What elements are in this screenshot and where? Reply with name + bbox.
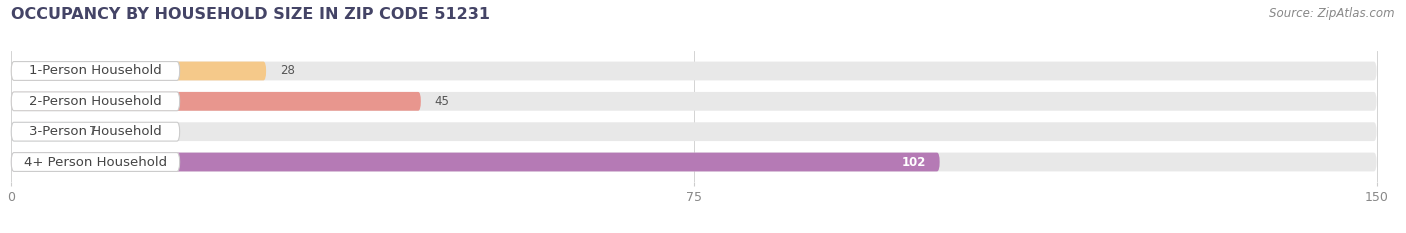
FancyBboxPatch shape (11, 153, 1376, 171)
Text: OCCUPANCY BY HOUSEHOLD SIZE IN ZIP CODE 51231: OCCUPANCY BY HOUSEHOLD SIZE IN ZIP CODE … (11, 7, 491, 22)
FancyBboxPatch shape (11, 153, 180, 171)
FancyBboxPatch shape (11, 62, 266, 80)
Text: 4+ Person Household: 4+ Person Household (24, 155, 167, 168)
FancyBboxPatch shape (11, 153, 939, 171)
FancyBboxPatch shape (11, 62, 180, 80)
FancyBboxPatch shape (11, 92, 420, 111)
Text: 3-Person Household: 3-Person Household (30, 125, 162, 138)
FancyBboxPatch shape (11, 92, 1376, 111)
FancyBboxPatch shape (11, 122, 1376, 141)
FancyBboxPatch shape (11, 122, 180, 141)
FancyBboxPatch shape (11, 62, 1376, 80)
Text: 28: 28 (280, 65, 295, 78)
Text: 102: 102 (901, 155, 927, 168)
Text: 45: 45 (434, 95, 450, 108)
FancyBboxPatch shape (11, 122, 75, 141)
Text: 7: 7 (89, 125, 96, 138)
Text: Source: ZipAtlas.com: Source: ZipAtlas.com (1270, 7, 1395, 20)
Text: 1-Person Household: 1-Person Household (30, 65, 162, 78)
FancyBboxPatch shape (11, 92, 180, 111)
Text: 2-Person Household: 2-Person Household (30, 95, 162, 108)
